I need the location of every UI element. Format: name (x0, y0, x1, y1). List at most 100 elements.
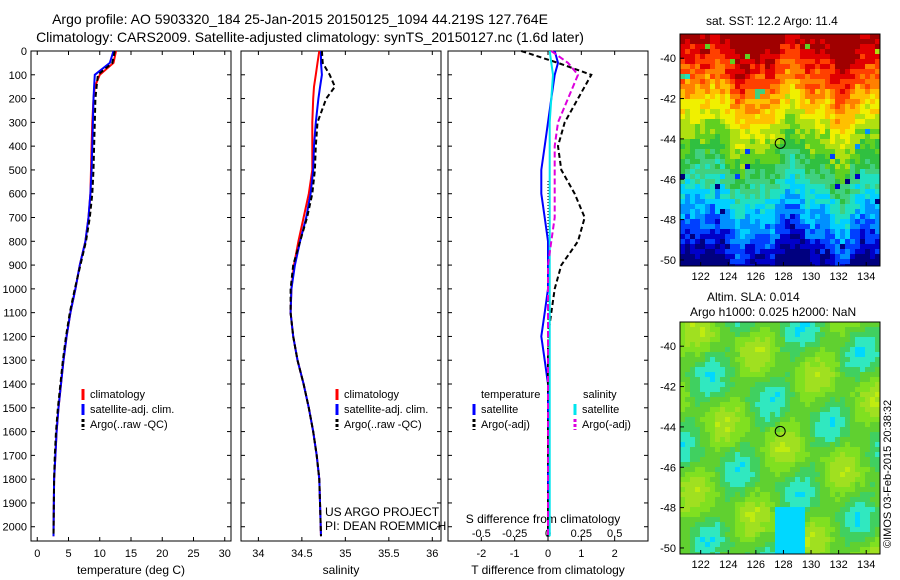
heat-cell (735, 482, 741, 488)
heat-cell (810, 377, 816, 383)
heat-cell (700, 204, 706, 210)
heat-cell (690, 204, 696, 210)
heat-cell (865, 352, 871, 358)
heat-cell (695, 259, 701, 265)
heat-cell (710, 109, 716, 115)
heat-cell (740, 427, 746, 433)
heat-cell (680, 532, 686, 538)
heat-cell (815, 164, 821, 170)
heat-cell (680, 84, 686, 90)
heat-cell (865, 44, 871, 50)
heat-cell (695, 487, 701, 493)
x-tick-label: 34 (252, 548, 264, 560)
heat-cell (795, 44, 801, 50)
heat-cell (750, 442, 756, 448)
heat-cell (845, 134, 851, 140)
heat-cell (715, 234, 721, 240)
heat-cell (700, 532, 706, 538)
heat-cell (800, 184, 806, 190)
heat-cell (705, 447, 711, 453)
heat-cell (690, 184, 696, 190)
heat-cell (845, 452, 851, 458)
heat-cell (840, 149, 846, 155)
heat-cell (690, 144, 696, 150)
heat-cell (740, 322, 746, 328)
y-tick-label: 1200 (3, 331, 27, 343)
heat-cell (775, 149, 781, 155)
heat-cell (805, 144, 811, 150)
heat-cell (740, 44, 746, 50)
heat-cell (700, 179, 706, 185)
heat-cell (840, 254, 846, 260)
heat-cell (845, 407, 851, 413)
heat-cell (875, 174, 880, 180)
heat-cell (750, 229, 756, 235)
heat-cell (700, 224, 706, 230)
heat-cell (795, 84, 801, 90)
heat-cell (725, 79, 731, 85)
heat-cell (725, 427, 731, 433)
heat-cell (730, 337, 736, 343)
heat-cell (735, 527, 741, 533)
heat-cell (875, 144, 880, 150)
heat-cell (805, 417, 811, 423)
heat-cell (785, 89, 791, 95)
heat-cell (845, 149, 851, 155)
heat-cell (685, 194, 691, 200)
heat-cell (870, 64, 876, 70)
imos-credit: ©IMOS 03-Feb-2015 20:38:32 (882, 399, 894, 548)
heat-cell (830, 472, 836, 478)
heat-cell (765, 214, 771, 220)
heat-cell (855, 54, 861, 60)
heat-cell (840, 214, 846, 220)
heat-cell (820, 372, 826, 378)
heat-cell (860, 264, 866, 266)
heat-cell (765, 512, 771, 518)
heat-cell (775, 259, 781, 265)
heat-cell (855, 507, 861, 513)
heat-cell (815, 507, 821, 513)
heat-cell (750, 537, 756, 543)
heat-cell (760, 552, 766, 554)
heat-cell (825, 84, 831, 90)
heat-cell (700, 372, 706, 378)
heat-cell (695, 427, 701, 433)
heat-cell (825, 134, 831, 140)
heat-cell (825, 432, 831, 438)
heat-cell (815, 487, 821, 493)
heat-cell (870, 119, 876, 125)
heat-cell (870, 239, 876, 245)
heat-cell (870, 367, 876, 373)
y-tick-label: 700 (9, 213, 27, 225)
heat-cell (755, 537, 761, 543)
heat-cell (775, 34, 781, 40)
heat-cell (740, 54, 746, 60)
heat-cell (710, 417, 716, 423)
heat-cell (810, 239, 816, 245)
panel-temperature: 0100200300400500600700800900100011001200… (3, 46, 232, 577)
heat-cell (875, 487, 880, 493)
heat-cell (855, 327, 861, 333)
heat-cell (710, 532, 716, 538)
heat-cell (750, 472, 756, 478)
heat-cell (855, 124, 861, 130)
heat-cell (845, 472, 851, 478)
heat-cell (760, 512, 766, 518)
heat-cell (840, 437, 846, 443)
heat-cell (725, 322, 731, 328)
heat-cell (840, 492, 846, 498)
heat-cell (820, 39, 826, 45)
heat-cell (690, 362, 696, 368)
heat-cell (850, 337, 856, 343)
heat-cell (770, 64, 776, 70)
heat-cell (860, 254, 866, 260)
heat-cell (845, 89, 851, 95)
heat-cell (720, 472, 726, 478)
heat-cell (745, 492, 751, 498)
heat-cell (855, 542, 861, 548)
heat-cell (690, 39, 696, 45)
heat-cell (740, 119, 746, 125)
heat-cell (825, 154, 831, 160)
heat-cell (790, 179, 796, 185)
heat-cell (860, 129, 866, 135)
